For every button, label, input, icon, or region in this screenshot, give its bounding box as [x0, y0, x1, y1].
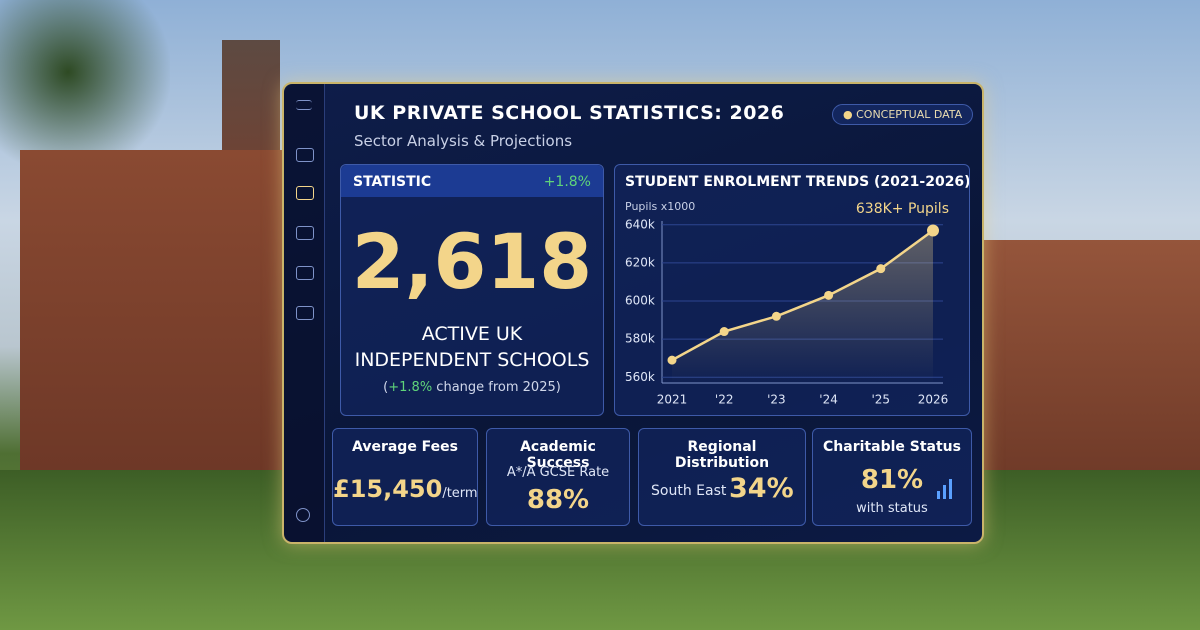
line-chart: STUDENT ENROLMENT TRENDS (2021-2026) Pup…	[625, 174, 969, 407]
settings-icon[interactable]	[296, 508, 310, 522]
card-value: 81%	[860, 465, 924, 495]
note-text: change from 2025)	[432, 380, 561, 395]
metric-card: Academic Success A*/A GCSE Rate 88%	[486, 428, 630, 526]
unit: /term	[442, 486, 478, 501]
point	[824, 290, 834, 300]
filter-icon[interactable]	[296, 306, 314, 320]
point	[927, 224, 939, 237]
point	[771, 311, 781, 321]
card-value: £15,450/term	[333, 475, 478, 503]
signal-icon	[949, 479, 952, 499]
badge: ● CONCEPTUAL DATA	[832, 104, 974, 125]
point	[876, 264, 886, 274]
signal-icon	[937, 491, 940, 499]
card-title: Academic Success	[520, 439, 596, 471]
point	[667, 355, 677, 365]
stat-value: 2,618	[351, 217, 593, 306]
stat-label: STATISTIC	[353, 174, 432, 190]
stat-card: STATISTIC +1.8% 2,618 ACTIVE UK INDEPEND…	[340, 164, 604, 416]
point	[719, 327, 729, 337]
card-label: South East	[651, 483, 727, 499]
card-value: 34%	[729, 473, 794, 504]
metric-card: Average Fees £15,450/term	[332, 428, 478, 526]
background-building	[980, 240, 1200, 480]
annotation: 638K+ Pupils	[856, 201, 949, 217]
home-icon[interactable]	[296, 148, 314, 162]
stats-icon[interactable]	[296, 186, 314, 200]
y-tick-label: 580k	[625, 332, 655, 346]
menu-icon[interactable]	[296, 100, 312, 110]
card-value: 88%	[526, 485, 590, 515]
x-tick-label: '25	[872, 393, 891, 407]
card-title: Regional Distribution	[674, 439, 770, 471]
metric-card: Regional Distribution South East 34%	[638, 428, 806, 526]
sidebar	[284, 84, 325, 542]
report-icon[interactable]	[296, 266, 314, 280]
badge-text: CONCEPTUAL DATA	[856, 108, 963, 121]
y-axis-label: Pupils x1000	[625, 200, 695, 213]
x-tick-label: 2026	[918, 393, 949, 407]
card-title: Average Fees	[351, 439, 459, 455]
y-tick-label: 600k	[625, 294, 655, 308]
stat-caption: ACTIVE UK	[421, 323, 523, 345]
metric-card: Charitable Status 81% with status	[812, 428, 972, 526]
x-tick-label: '24	[819, 393, 838, 407]
note-text: (	[383, 380, 389, 395]
x-tick-label: '22	[715, 393, 734, 407]
background-building	[20, 150, 290, 470]
signal-icon	[943, 485, 946, 499]
y-tick-label: 640k	[625, 217, 655, 231]
line	[671, 229, 934, 362]
stat-caption: INDEPENDENT SCHOOLS	[354, 349, 590, 371]
chart-card: STUDENT ENROLMENT TRENDS (2021-2026) Pup…	[614, 164, 970, 416]
trend-icon[interactable]	[296, 226, 314, 240]
card-label: A*/A GCSE Rate	[506, 465, 610, 480]
value: £15,450	[333, 475, 443, 503]
y-tick-label: 620k	[625, 255, 655, 269]
stat-card-header	[341, 165, 603, 197]
chart-title: STUDENT ENROLMENT TRENDS (2021-2026)	[625, 174, 969, 190]
x-tick-label: 2021	[657, 393, 688, 407]
page-subtitle: Sector Analysis & Projections	[354, 132, 573, 150]
y-tick-label: 560k	[625, 370, 655, 384]
page-title: UK PRIVATE SCHOOL STATISTICS: 2026	[354, 102, 785, 124]
stat-note: (+1.8% change from 2025)	[341, 380, 603, 395]
note-change: +1.8%	[388, 380, 433, 395]
card-label: with status	[856, 501, 928, 516]
stat-change: +1.8%	[543, 174, 591, 190]
card-title: Charitable Status	[823, 439, 961, 455]
dashboard-panel: UK PRIVATE SCHOOL STATISTICS: 2026 Secto…	[282, 82, 984, 544]
x-tick-label: '23	[767, 393, 786, 407]
